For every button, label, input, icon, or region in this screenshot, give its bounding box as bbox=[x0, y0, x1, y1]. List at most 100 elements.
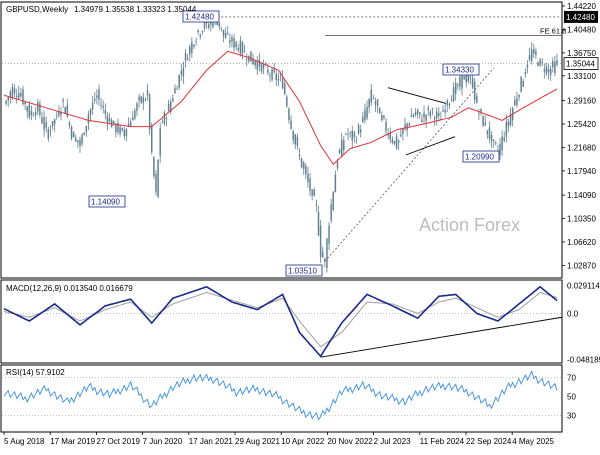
macd-line bbox=[3, 285, 558, 358]
candle-body bbox=[442, 110, 444, 112]
candle-body bbox=[104, 110, 107, 115]
candle-body bbox=[374, 101, 377, 105]
candle-body bbox=[357, 125, 360, 134]
candle-body bbox=[359, 129, 362, 133]
candle-body bbox=[286, 96, 288, 107]
candle-body bbox=[408, 123, 410, 126]
candle-body bbox=[554, 61, 556, 74]
candle-body bbox=[438, 113, 440, 116]
candle-body bbox=[267, 69, 269, 73]
candle-body bbox=[260, 64, 263, 72]
candle-body bbox=[241, 42, 244, 54]
candle-body bbox=[26, 106, 28, 112]
price-panel-frame bbox=[0, 1, 563, 279]
candle-body bbox=[431, 108, 434, 110]
fe-label: FE 61.8 bbox=[540, 27, 566, 36]
candle-body bbox=[62, 99, 64, 102]
candle-body bbox=[495, 142, 497, 144]
candle-body bbox=[300, 158, 303, 168]
candle-body bbox=[172, 98, 174, 102]
candle-body bbox=[47, 129, 50, 139]
candle-body bbox=[478, 113, 480, 115]
candle-body bbox=[72, 132, 75, 138]
triangle-lower bbox=[405, 136, 456, 156]
candle-body bbox=[492, 139, 495, 142]
candle-body bbox=[296, 136, 299, 146]
candle-body bbox=[119, 127, 121, 134]
candle-body bbox=[245, 58, 248, 60]
x-axis-label: 4 May 2025 bbox=[512, 437, 554, 446]
candle-body bbox=[34, 112, 37, 116]
x-axis-label: 10 Apr 2022 bbox=[281, 437, 325, 446]
candle-body bbox=[366, 106, 368, 119]
candle-body bbox=[22, 89, 24, 105]
candle-body bbox=[336, 161, 339, 169]
candle-body bbox=[452, 87, 455, 101]
candle-body bbox=[507, 121, 510, 127]
candle-body bbox=[70, 126, 73, 139]
x-axis-label: 5 Aug 2018 bbox=[4, 437, 45, 446]
x-axis-label: 7 Jun 2020 bbox=[143, 437, 183, 446]
price-axis-label: 1.40480 bbox=[567, 25, 596, 34]
candle-body bbox=[526, 64, 529, 68]
candle-body bbox=[203, 22, 206, 28]
price-tag: 1.42480 bbox=[566, 13, 595, 22]
candle-body bbox=[161, 122, 164, 123]
candle-body bbox=[174, 87, 176, 94]
price-axis-label: 1.21680 bbox=[567, 143, 596, 152]
candle-body bbox=[269, 74, 271, 76]
candle-body bbox=[195, 41, 197, 42]
candle-body bbox=[294, 134, 297, 145]
candle-body bbox=[444, 109, 446, 113]
candle-body bbox=[180, 70, 183, 75]
candle-body bbox=[64, 107, 66, 114]
candle-body bbox=[273, 68, 275, 73]
candle-body bbox=[32, 115, 35, 117]
price-annotation: 1.03510 bbox=[288, 267, 317, 276]
price-axis-label: 1.44220 bbox=[567, 2, 596, 11]
price-annotation: 1.34330 bbox=[445, 66, 474, 75]
candle-body bbox=[123, 129, 126, 137]
candle-body bbox=[364, 109, 366, 121]
candle-body bbox=[165, 118, 168, 120]
candle-body bbox=[207, 24, 210, 28]
candle-body bbox=[89, 109, 92, 116]
candle-body bbox=[423, 112, 425, 118]
price-layer: 1.42480 1.14090 1.03510 1.34330 1.20990 1.424… bbox=[3, 10, 598, 277]
candle-body bbox=[311, 189, 313, 196]
candle-body bbox=[378, 108, 381, 114]
candle-body bbox=[108, 118, 111, 122]
candle-body bbox=[184, 53, 187, 61]
candle-body bbox=[94, 98, 96, 101]
candle-body bbox=[345, 133, 347, 135]
candle-body bbox=[389, 132, 391, 140]
candle-body bbox=[535, 51, 537, 56]
price-annotation: 1.20990 bbox=[465, 153, 494, 162]
candle-body bbox=[539, 59, 541, 66]
candle-body bbox=[425, 114, 427, 122]
candle-body bbox=[20, 93, 22, 97]
x-axis-label: 17 Mar 2019 bbox=[50, 437, 95, 446]
candle-body bbox=[319, 225, 322, 257]
candle-body bbox=[182, 68, 185, 77]
price-annotation-box bbox=[442, 63, 480, 76]
candle-body bbox=[549, 68, 552, 76]
candle-body bbox=[212, 23, 214, 27]
candle-body bbox=[461, 75, 463, 89]
candle-body bbox=[83, 132, 85, 136]
macd-axis-label: 0.029114 bbox=[567, 282, 600, 291]
candle-body bbox=[51, 120, 54, 127]
price-tag-bg bbox=[564, 10, 598, 23]
candle-body bbox=[151, 125, 153, 153]
candle-body bbox=[482, 115, 484, 127]
watermark: Action Forex bbox=[419, 215, 520, 235]
candle-body bbox=[235, 41, 237, 47]
candle-body bbox=[490, 134, 493, 142]
candle-body bbox=[505, 121, 508, 137]
candle-body bbox=[229, 40, 231, 43]
candle-body bbox=[18, 92, 20, 99]
candle-body bbox=[340, 139, 343, 157]
candle-body bbox=[469, 76, 472, 78]
candle-body bbox=[106, 115, 109, 123]
